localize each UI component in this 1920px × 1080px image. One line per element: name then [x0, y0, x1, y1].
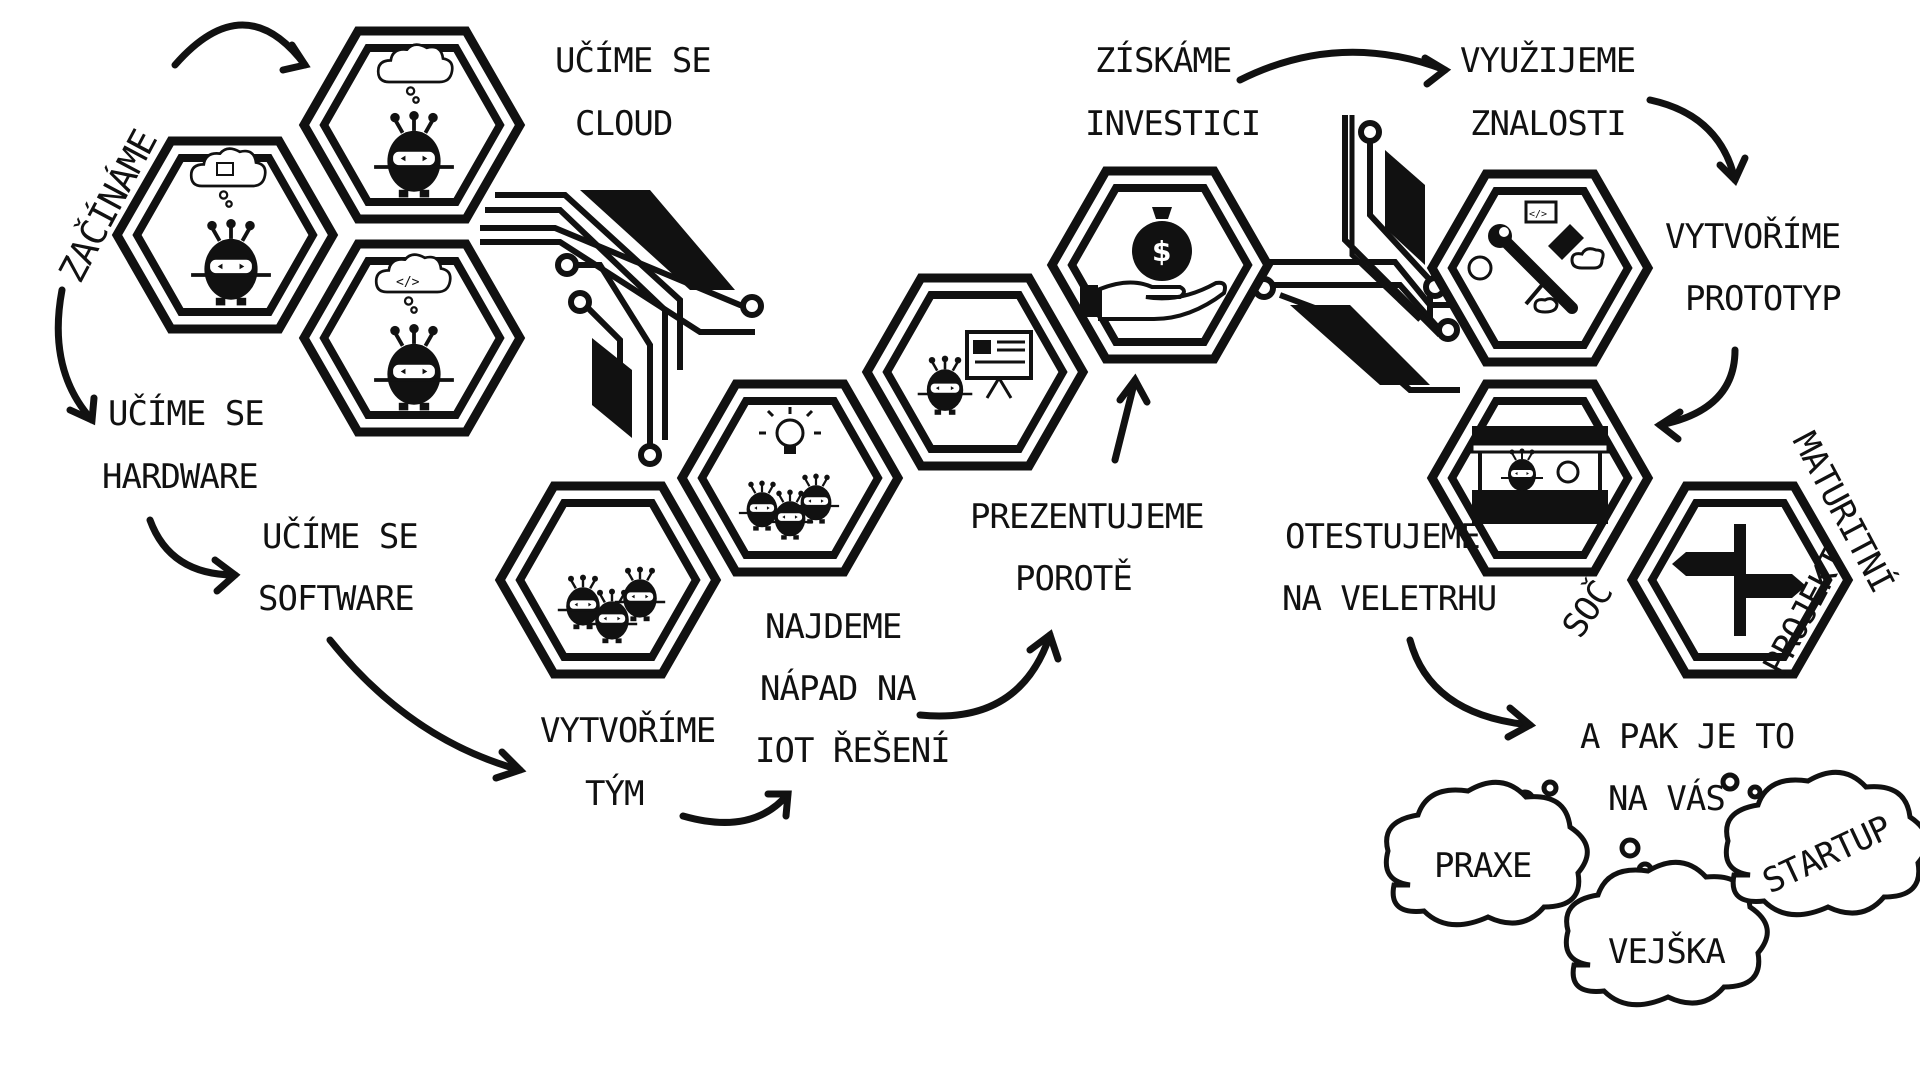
label-line: HARDWARE — [102, 457, 258, 497]
label-line: UČÍME SE — [108, 393, 264, 434]
hex-investment: $ — [1052, 171, 1268, 359]
label-line: VYTVOŘÍME — [1665, 216, 1840, 257]
label-ucime-hardware: UČÍME SE HARDWARE — [102, 393, 265, 497]
hex-team — [500, 486, 716, 674]
label-line: ZNALOSTI — [1470, 104, 1626, 144]
label-otestujeme: OTESTUJEME NA VELETRHU — [1282, 517, 1497, 619]
label-line: POROTĚ — [1015, 558, 1132, 599]
svg-text:</>: </> — [1529, 209, 1547, 220]
cloud-startup: STARTUP — [1723, 769, 1920, 918]
label-prezentujeme: PREZENTUJEME POROTĚ — [970, 497, 1205, 599]
tools-icon: </> — [1467, 200, 1605, 314]
hex-code-bot: </> — [304, 244, 520, 432]
label-line: PROTOTYP — [1685, 279, 1841, 319]
label-line: PREZENTUJEME — [970, 497, 1204, 537]
label-ucime-software: UČÍME SE SOFTWARE — [258, 516, 419, 619]
label-soc: SOČ — [1554, 574, 1621, 645]
label-line: TÝM — [585, 773, 644, 814]
hex-cloud-bot — [304, 31, 520, 219]
hex-stand — [1432, 384, 1648, 572]
label-najdeme-napad: NAJDEME NÁPAD NA IOT ŘEŠENÍ — [755, 607, 951, 771]
signpost-icon — [1672, 524, 1806, 636]
label-line: UČÍME SE — [555, 40, 711, 81]
hex-chip-bot — [117, 141, 333, 329]
label-line: A PAK JE TO — [1580, 717, 1794, 757]
cloud-label-praxe: PRAXE — [1434, 846, 1531, 886]
cloud-vejska: VEJŠKA — [1563, 859, 1770, 1008]
label-line: VYTVOŘÍME — [540, 710, 715, 751]
label-line: NÁPAD NA — [760, 668, 916, 709]
label-line: NA VÁS — [1608, 778, 1725, 819]
svg-text:$: $ — [1152, 235, 1171, 268]
robot-thinking-code-icon: </> — [372, 253, 456, 413]
flow-arrows — [54, 21, 1749, 826]
label-line: SOČ — [1554, 574, 1621, 645]
label-ucime-cloud: UČÍME SE CLOUD — [555, 40, 712, 144]
label-line: NA VELETRHU — [1282, 579, 1496, 619]
money-bag-hand-icon: $ — [1080, 207, 1227, 321]
robot-thinking-chip-icon — [189, 147, 273, 308]
robot-presentation-icon — [916, 330, 1033, 417]
cloud-praxe: PRAXE — [1383, 779, 1590, 928]
cloud-label-vejska: VEJŠKA — [1608, 931, 1725, 972]
label-line: CLOUD — [575, 104, 672, 144]
circuit-traces — [480, 115, 1500, 467]
label-vytvorime-prototyp: VYTVOŘÍME PROTOTYP — [1665, 216, 1842, 319]
label-vytvorime-tym: VYTVOŘÍME TÝM — [540, 710, 716, 814]
robot-team-idea-icon — [737, 407, 841, 541]
label-vyuzijeme: VYUŽIJEME ZNALOSTI — [1460, 40, 1636, 144]
hex-idea — [682, 384, 898, 572]
label-line: NAJDEME — [765, 607, 901, 647]
label-line: SOFTWARE — [258, 579, 414, 619]
label-line: ZÍSKÁME — [1095, 40, 1231, 81]
market-stand-icon — [1470, 426, 1610, 524]
label-line: INVESTICI — [1085, 104, 1260, 144]
hex-presentation — [867, 278, 1083, 466]
label-line: UČÍME SE — [262, 516, 418, 557]
label-line: VYUŽIJEME — [1460, 40, 1635, 81]
label-line: IOT ŘEŠENÍ — [755, 730, 950, 771]
label-line: OTESTUJEME — [1285, 517, 1480, 557]
hex-tools: </> — [1432, 174, 1648, 362]
label-ziskame: ZÍSKÁME INVESTICI — [1085, 40, 1261, 144]
svg-text:</>: </> — [396, 275, 420, 290]
hex-signpost — [1632, 486, 1848, 674]
label-a-pak: A PAK JE TO NA VÁS — [1580, 717, 1795, 819]
